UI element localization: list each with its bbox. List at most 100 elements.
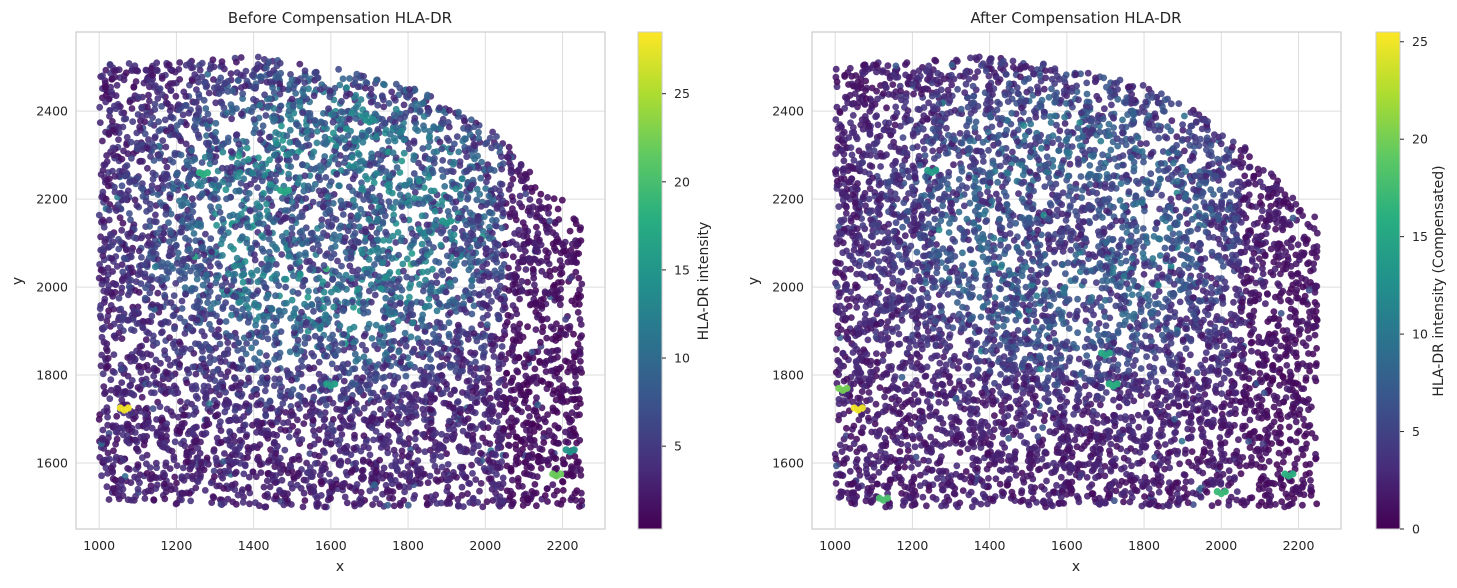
- data-point: [415, 381, 422, 388]
- data-point: [466, 165, 473, 172]
- data-point: [501, 408, 508, 415]
- data-point: [430, 457, 437, 464]
- data-point: [374, 102, 381, 109]
- data-point: [500, 210, 507, 217]
- data-point: [343, 84, 350, 91]
- data-point: [225, 88, 232, 95]
- data-point: [174, 179, 181, 186]
- data-point: [454, 399, 461, 406]
- data-point: [136, 124, 143, 131]
- data-point: [457, 447, 464, 454]
- data-point: [140, 433, 147, 440]
- data-point: [172, 438, 179, 445]
- data-point: [535, 458, 542, 465]
- data-point: [560, 479, 567, 486]
- data-point: [127, 479, 134, 486]
- data-point: [543, 335, 550, 342]
- data-point: [378, 198, 385, 205]
- data-point: [390, 217, 397, 224]
- data-point: [482, 439, 489, 446]
- data-point: [451, 159, 458, 166]
- data-point: [112, 281, 119, 288]
- data-point: [419, 406, 426, 413]
- data-point: [510, 499, 517, 506]
- data-point: [244, 145, 251, 152]
- data-point: [144, 350, 151, 357]
- data-point: [493, 289, 500, 296]
- data-point: [405, 453, 412, 460]
- data-point: [445, 267, 452, 274]
- data-point: [411, 492, 418, 499]
- data-point: [246, 407, 253, 414]
- data-point: [554, 409, 561, 416]
- data-point: [380, 307, 387, 314]
- data-point: [524, 323, 531, 330]
- data-point: [345, 370, 352, 377]
- data-point: [266, 249, 273, 256]
- data-point: [189, 209, 196, 216]
- data-point: [523, 266, 530, 273]
- data-point: [468, 283, 475, 290]
- data-point: [321, 504, 328, 511]
- data-point: [350, 197, 357, 204]
- data-point: [513, 311, 520, 318]
- data-point: [107, 376, 114, 383]
- data-point: [331, 232, 338, 239]
- data-point: [190, 201, 197, 208]
- data-point: [184, 162, 191, 169]
- data-point: [257, 130, 264, 137]
- data-point: [519, 254, 526, 261]
- data-point: [195, 445, 202, 452]
- data-point: [364, 176, 371, 183]
- data-point: [329, 276, 336, 283]
- data-point: [163, 370, 170, 377]
- data-point: [196, 108, 203, 115]
- data-point: [469, 470, 476, 477]
- data-point: [240, 471, 247, 478]
- data-point: [247, 366, 254, 373]
- data-point: [401, 489, 408, 496]
- data-point: [486, 286, 493, 293]
- data-point: [457, 191, 464, 198]
- data-point: [203, 140, 210, 147]
- data-point: [393, 106, 400, 113]
- data-point: [319, 397, 326, 404]
- data-point: [245, 156, 252, 163]
- data-point: [499, 343, 506, 350]
- data-point: [547, 268, 554, 275]
- data-point: [535, 260, 542, 267]
- data-point: [384, 489, 391, 496]
- data-point: [328, 254, 335, 261]
- data-point: [341, 445, 348, 452]
- data-point: [440, 173, 447, 180]
- data-point: [405, 463, 412, 470]
- data-point: [220, 458, 227, 465]
- data-point: [134, 445, 141, 452]
- data-point: [479, 503, 486, 510]
- data-point: [386, 172, 393, 179]
- data-point: [329, 484, 336, 491]
- data-point: [165, 356, 172, 363]
- data-point: [142, 270, 149, 277]
- data-point: [158, 320, 165, 327]
- data-point: [260, 122, 267, 129]
- data-point: [207, 66, 214, 73]
- data-point: [527, 436, 534, 443]
- data-point: [124, 162, 131, 169]
- data-point: [506, 186, 513, 193]
- data-point: [287, 264, 294, 271]
- data-point: [475, 165, 482, 172]
- data-point: [426, 295, 433, 302]
- data-point: [303, 460, 310, 467]
- data-point: [267, 144, 274, 151]
- data-point: [505, 312, 512, 319]
- data-point: [352, 76, 359, 83]
- data-point: [265, 336, 272, 343]
- data-point: [334, 258, 341, 265]
- data-point: [161, 481, 168, 488]
- data-point: [272, 336, 279, 343]
- data-point: [567, 275, 574, 282]
- data-point: [249, 72, 256, 79]
- data-point: [191, 230, 198, 237]
- data-point: [515, 227, 522, 234]
